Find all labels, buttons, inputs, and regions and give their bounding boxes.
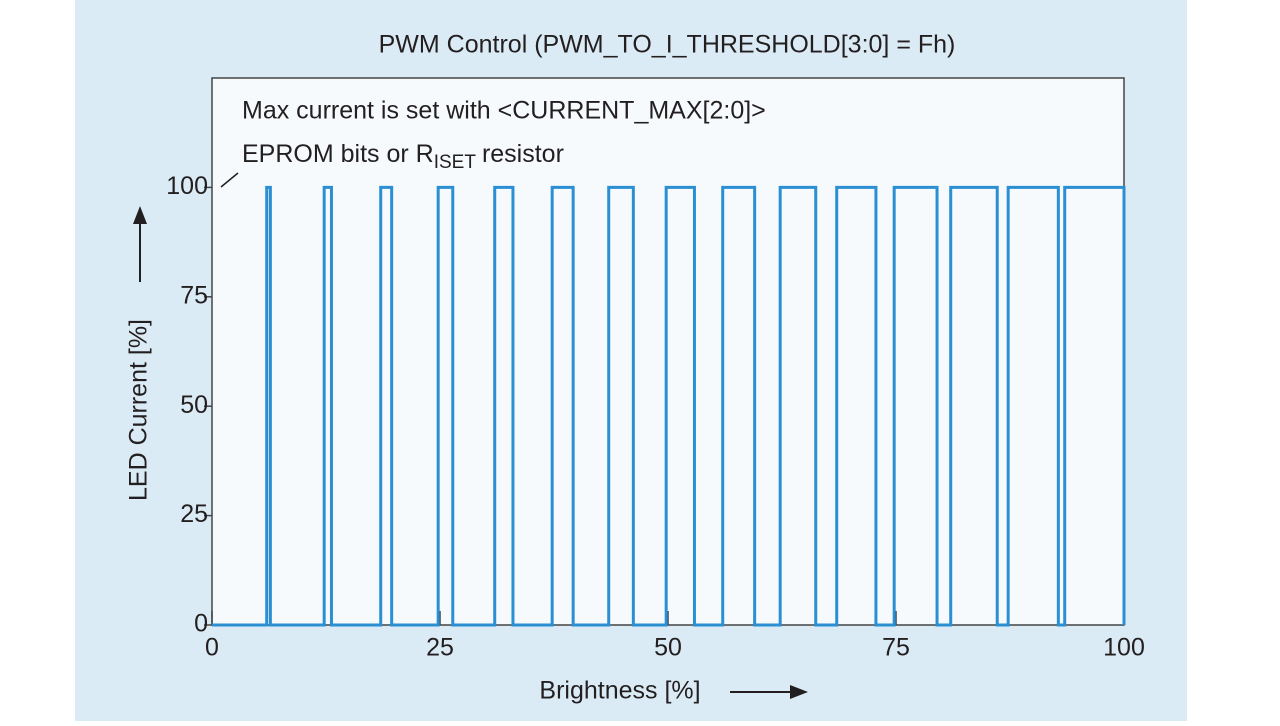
x-arrow-head bbox=[790, 685, 808, 699]
line-series bbox=[212, 185, 1126, 627]
x-axis-label: Brightness [%] bbox=[539, 677, 700, 705]
annotation: EPROM bits or RISET resistor bbox=[242, 140, 564, 173]
y-tick-label: 75 bbox=[180, 281, 208, 309]
chart-title: PWM Control (PWM_TO_I_THRESHOLD[3:0] = F… bbox=[379, 31, 956, 59]
y-tick-label: 25 bbox=[180, 500, 208, 528]
y-arrow-head bbox=[133, 206, 147, 224]
y-tick-label: 50 bbox=[180, 391, 208, 419]
annotation: Max current is set with <CURRENT_MAX[2:0… bbox=[242, 97, 766, 125]
plot-area bbox=[211, 77, 1125, 626]
x-tick-label: 50 bbox=[654, 634, 682, 662]
x-tick-label: 75 bbox=[882, 634, 910, 662]
y-tick-label: 100 bbox=[166, 172, 208, 200]
y-tick-label: 0 bbox=[194, 610, 208, 638]
annotation-part: EPROM bits or R bbox=[242, 140, 434, 168]
x-tick-label: 0 bbox=[205, 634, 219, 662]
annotation-leader bbox=[220, 172, 239, 188]
annotation-part: resistor bbox=[482, 140, 564, 168]
x-tick-label: 25 bbox=[426, 634, 454, 662]
annotation-subscript: ISET bbox=[434, 152, 477, 173]
x-tick-label: 100 bbox=[1103, 634, 1145, 662]
y-axis-label: LED Current [%] bbox=[125, 319, 153, 501]
